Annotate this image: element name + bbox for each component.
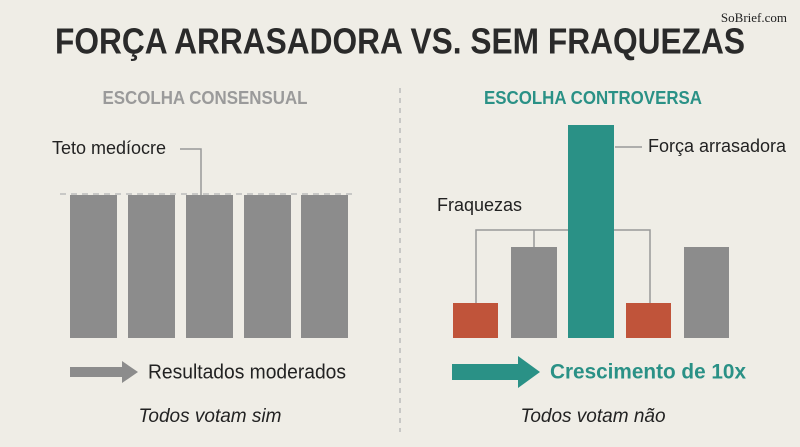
weakness-connector (475, 229, 651, 303)
right-result: Crescimento de 10x (550, 361, 746, 384)
right-arrow (452, 356, 540, 388)
strength-label: Força arrasadora (648, 136, 787, 156)
weakness-label: Fraquezas (437, 195, 522, 215)
left-caption: Todos votam sim (139, 406, 282, 427)
left-result: Resultados moderados (148, 361, 346, 383)
strength-bar (568, 125, 614, 338)
left-heading: ESCOLHA CONSENSUAL (103, 88, 308, 108)
bar (186, 195, 233, 338)
bar (244, 195, 291, 338)
right-caption: Todos votam não (520, 406, 665, 427)
ceiling-label: Teto medíocre (52, 138, 166, 158)
ceiling-connector (180, 148, 202, 195)
bar (684, 247, 729, 338)
left-arrow (70, 361, 138, 383)
bar (511, 247, 557, 338)
right-heading: ESCOLHA CONTROVERSA (484, 88, 702, 108)
weakness-bar (626, 303, 671, 338)
title: FORÇA ARRASADORA VS. SEM FRAQUEZAS (55, 21, 745, 62)
left-bars (70, 195, 348, 338)
weakness-bar (453, 303, 498, 338)
bar (70, 195, 117, 338)
watermark: SoBrief.com (721, 10, 787, 25)
bar (301, 195, 348, 338)
bar (128, 195, 175, 338)
